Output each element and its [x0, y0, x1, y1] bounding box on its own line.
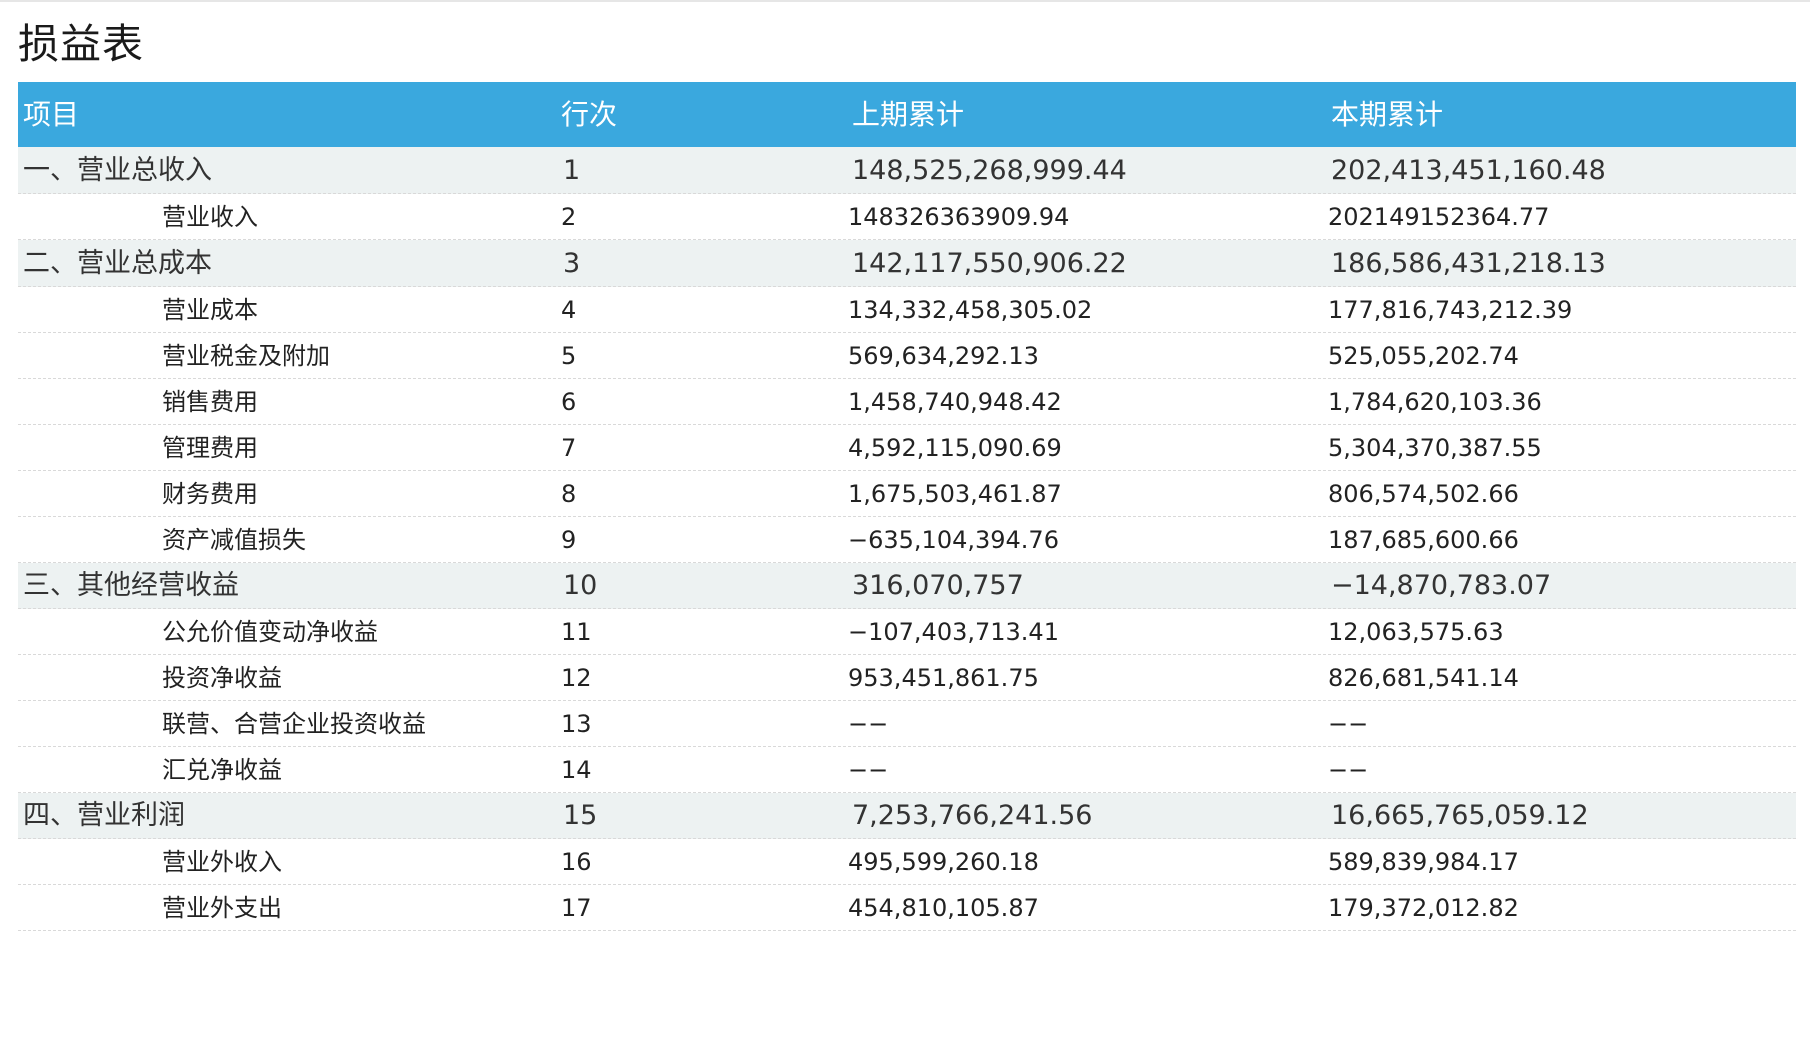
row-line-no: 12 [561, 664, 592, 692]
table-group-row: 二、营业总成本 3 142,117,550,906.22 186,586,431,21… [18, 240, 1796, 287]
table-row: 营业外支出 17 454,810,105.87 179,372,012.82 [18, 885, 1796, 931]
row-curr-value: 179,372,012.82 [1328, 894, 1519, 922]
row-prev-value: 569,634,292.13 [848, 342, 1039, 370]
row-curr-value: 202149152364.77 [1328, 203, 1550, 231]
row-prev-value: 1,458,740,948.42 [848, 388, 1062, 416]
table-row: 营业收入 2 148326363909.94 202149152364.77 [18, 194, 1796, 240]
row-prev-value: 142,117,550,906.22 [852, 248, 1127, 279]
row-line-no: 13 [561, 710, 592, 738]
row-name: 营业外支出 [162, 894, 282, 922]
row-prev-value: 454,810,105.87 [848, 894, 1039, 922]
row-line-no: 7 [561, 434, 577, 462]
page-title: 损益表 [18, 20, 144, 68]
row-line-no: 2 [561, 203, 577, 231]
row-curr-value: 186,586,431,218.13 [1331, 248, 1606, 279]
row-line-no: 1 [563, 155, 581, 186]
table-row: 管理费用 7 4,592,115,090.69 5,304,370,387.55 [18, 425, 1796, 471]
row-prev-value: 495,599,260.18 [848, 848, 1039, 876]
row-line-no: 3 [563, 248, 581, 279]
header-item: 项目 [23, 98, 80, 131]
row-line-no: 14 [561, 756, 592, 784]
row-prev-value: 953,451,861.75 [848, 664, 1039, 692]
row-name: 公允价值变动净收益 [162, 618, 378, 646]
row-name: 资产减值损失 [162, 526, 306, 554]
row-line-no: 6 [561, 388, 577, 416]
row-prev-value: −107,403,713.41 [848, 618, 1059, 646]
row-line-no: 16 [561, 848, 592, 876]
row-line-no: 9 [561, 526, 577, 554]
row-curr-value: 16,665,765,059.12 [1331, 800, 1589, 831]
row-name: 联营、合营企业投资收益 [162, 710, 426, 738]
table-row: 汇兑净收益 14 −− −− [18, 747, 1796, 793]
row-prev-value: 148326363909.94 [848, 203, 1070, 231]
row-prev-value: 1,675,503,461.87 [848, 480, 1062, 508]
table-row: 投资净收益 12 953,451,861.75 826,681,541.14 [18, 655, 1796, 701]
header-line-no: 行次 [561, 98, 618, 131]
row-name: 四、营业利润 [23, 800, 185, 831]
row-name: 营业成本 [162, 296, 258, 324]
row-line-no: 10 [563, 570, 598, 601]
row-curr-value: −14,870,783.07 [1331, 570, 1552, 601]
row-name: 一、营业总收入 [23, 155, 212, 186]
row-curr-value: 187,685,600.66 [1328, 526, 1519, 554]
row-line-no: 15 [563, 800, 598, 831]
table-row: 营业成本 4 134,332,458,305.02 177,816,743,212.3… [18, 287, 1796, 333]
table-row: 营业外收入 16 495,599,260.18 589,839,984.17 [18, 839, 1796, 885]
row-prev-value: −− [848, 710, 889, 738]
row-name: 营业收入 [162, 203, 258, 231]
table-body: 一、营业总收入 1 148,525,268,999.44 202,413,451,16… [18, 147, 1796, 931]
row-curr-value: 177,816,743,212.39 [1328, 296, 1573, 324]
row-curr-value: −− [1328, 710, 1369, 738]
row-prev-value: 4,592,115,090.69 [848, 434, 1062, 462]
row-name: 投资净收益 [162, 664, 282, 692]
row-curr-value: 525,055,202.74 [1328, 342, 1519, 370]
row-prev-value: −635,104,394.76 [848, 526, 1059, 554]
row-prev-value: 7,253,766,241.56 [852, 800, 1093, 831]
row-line-no: 5 [561, 342, 577, 370]
row-line-no: 4 [561, 296, 577, 324]
row-curr-value: 589,839,984.17 [1328, 848, 1519, 876]
row-curr-value: 806,574,502.66 [1328, 480, 1519, 508]
row-name: 销售费用 [162, 388, 258, 416]
table-group-row: 三、其他经营收益 10 316,070,757 −14,870,783.07 [18, 563, 1796, 609]
row-curr-value: 1,784,620,103.36 [1328, 388, 1542, 416]
row-curr-value: 202,413,451,160.48 [1331, 155, 1606, 186]
row-name: 二、营业总成本 [23, 248, 212, 279]
table-row: 营业税金及附加 5 569,634,292.13 525,055,202.74 [18, 333, 1796, 379]
row-name: 管理费用 [162, 434, 258, 462]
row-name: 汇兑净收益 [162, 756, 282, 784]
row-curr-value: 5,304,370,387.55 [1328, 434, 1542, 462]
row-line-no: 11 [561, 618, 592, 646]
table-row: 财务费用 8 1,675,503,461.87 806,574,502.66 [18, 471, 1796, 517]
table-row: 联营、合营企业投资收益 13 −− −− [18, 701, 1796, 747]
row-name: 财务费用 [162, 480, 258, 508]
table-row: 资产减值损失 9 −635,104,394.76 187,685,600.66 [18, 517, 1796, 563]
row-curr-value: 12,063,575.63 [1328, 618, 1504, 646]
table-group-row: 一、营业总收入 1 148,525,268,999.44 202,413,451,16… [18, 147, 1796, 194]
row-line-no: 8 [561, 480, 577, 508]
row-name: 营业税金及附加 [162, 342, 330, 370]
row-curr-value: −− [1328, 756, 1369, 784]
row-curr-value: 826,681,541.14 [1328, 664, 1519, 692]
row-name: 三、其他经营收益 [23, 570, 239, 601]
row-name: 营业外收入 [162, 848, 282, 876]
row-prev-value: 134,332,458,305.02 [848, 296, 1093, 324]
header-curr-period: 本期累计 [1331, 98, 1444, 131]
table-row: 公允价值变动净收益 11 −107,403,713.41 12,063,575.63 [18, 609, 1796, 655]
table-group-row: 四、营业利润 15 7,253,766,241.56 16,665,765,059.1… [18, 793, 1796, 839]
top-divider [0, 0, 1810, 2]
table-header: 项目 行次 上期累计 本期累计 [18, 82, 1796, 147]
table-row: 销售费用 6 1,458,740,948.42 1,784,620,103.36 [18, 379, 1796, 425]
income-statement-table: 项目 行次 上期累计 本期累计 一、营业总收入 1 148,525,268,999.… [18, 82, 1796, 931]
row-prev-value: −− [848, 756, 889, 784]
row-prev-value: 148,525,268,999.44 [852, 155, 1127, 186]
row-line-no: 17 [561, 894, 592, 922]
row-prev-value: 316,070,757 [852, 570, 1024, 601]
header-prev-period: 上期累计 [852, 98, 965, 131]
